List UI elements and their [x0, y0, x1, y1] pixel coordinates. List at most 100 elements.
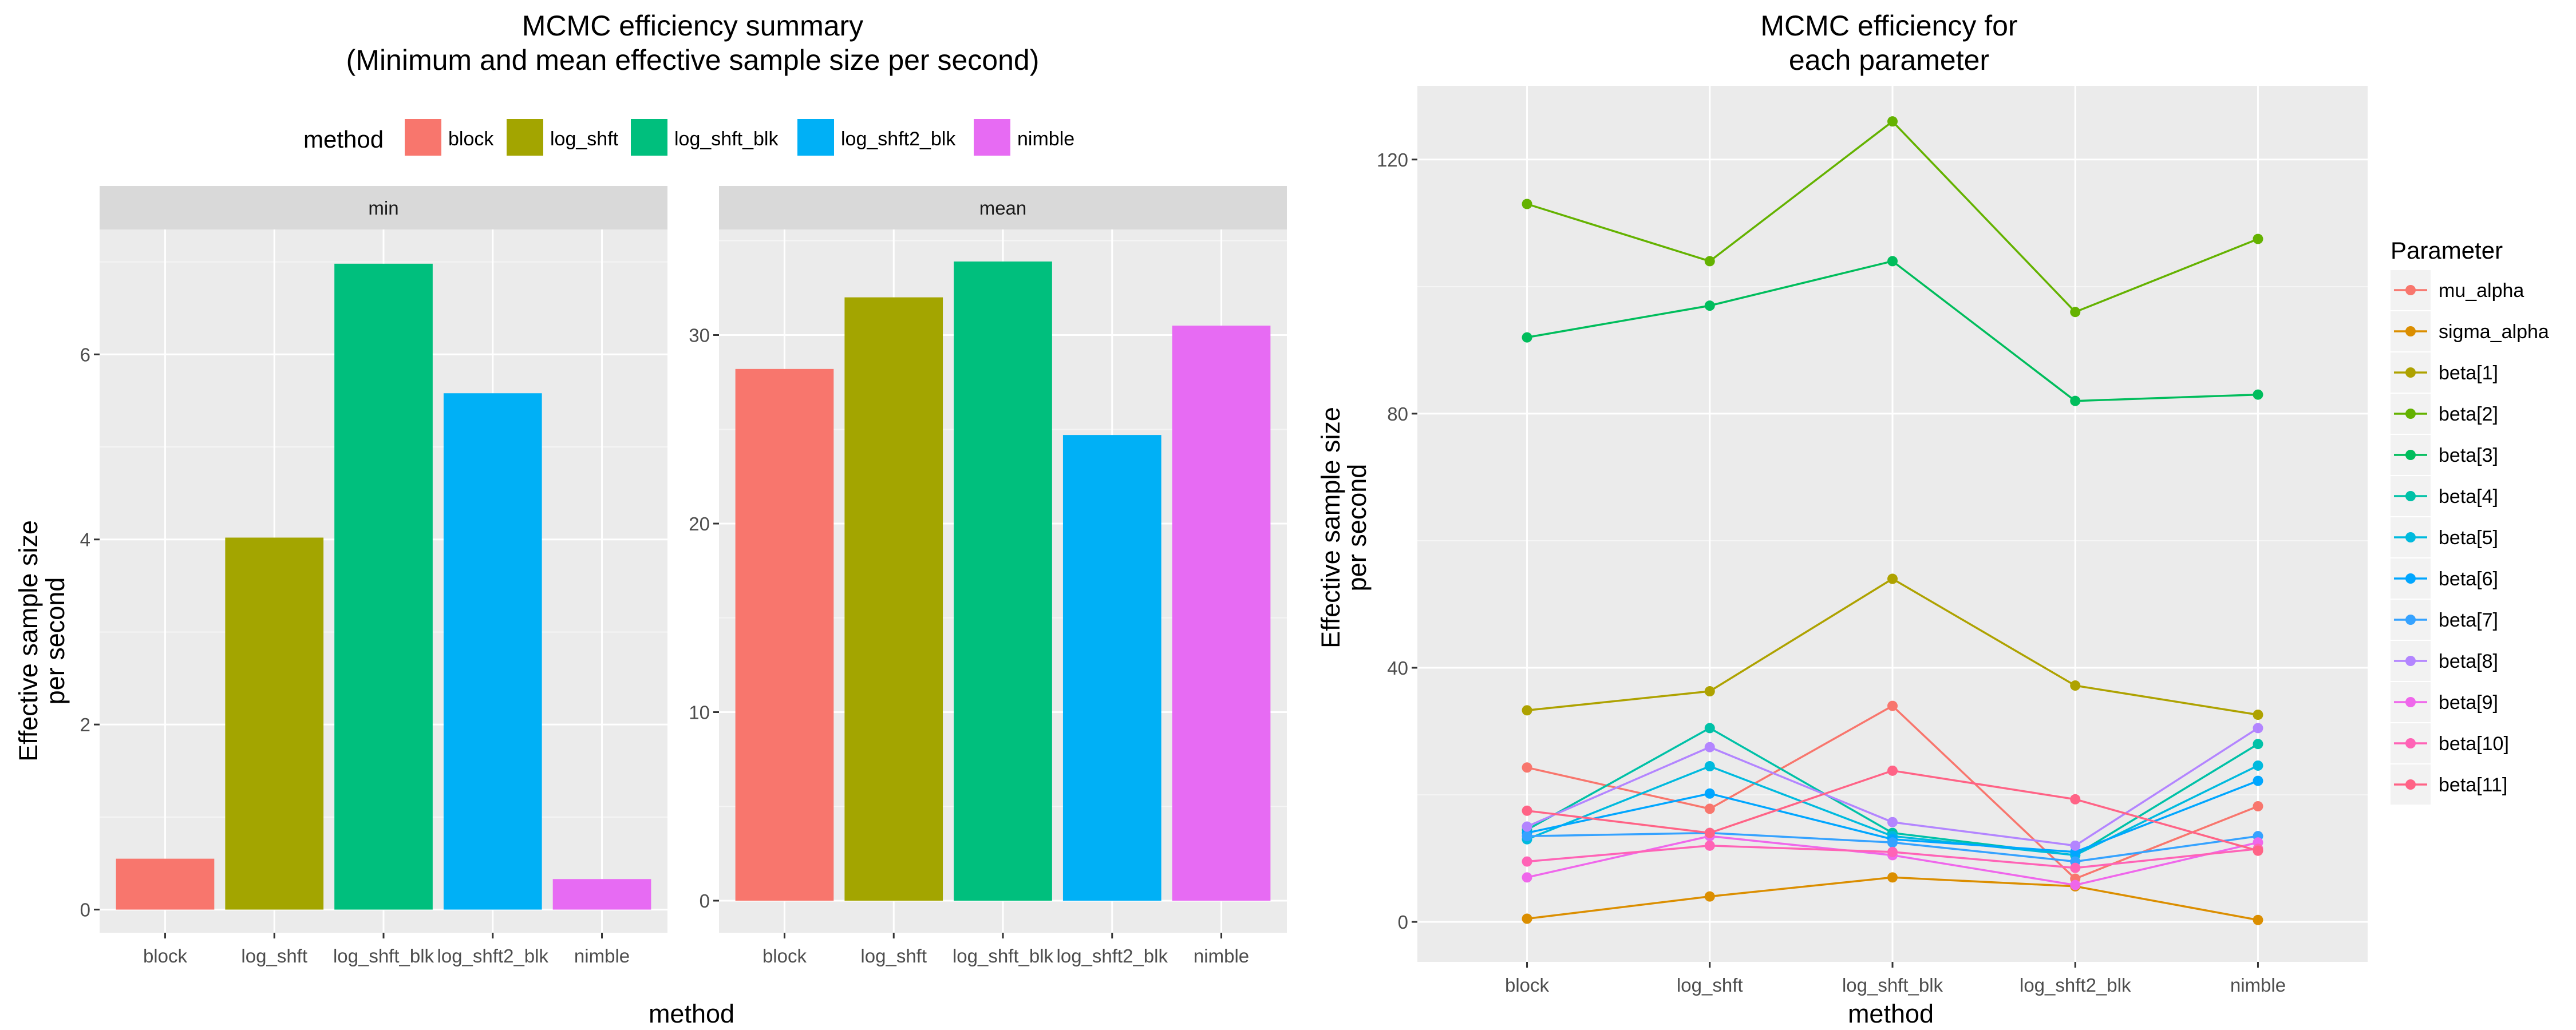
left-xlabel: method — [649, 999, 734, 1028]
point-beta-7-block — [1522, 831, 1532, 842]
point-beta-8-block — [1522, 821, 1532, 832]
point-beta-2-log-shft2-blk — [2070, 307, 2081, 318]
method-legend-title: method — [303, 126, 384, 153]
point-beta-8-log-shft — [1704, 742, 1715, 752]
point-beta-8-nimble — [2253, 723, 2263, 734]
bar-mean-nimble — [1172, 326, 1271, 901]
facet-strip-label-min: min — [368, 197, 398, 219]
x-tick-label-log-shft-blk: log_shft_blk — [333, 945, 434, 966]
legend-label-log-shft-blk: log_shft_blk — [674, 128, 779, 150]
y-tick-label: 6 — [80, 344, 90, 365]
point-sigma-alpha-block — [1522, 913, 1532, 924]
legend-key-point-beta-9 — [2405, 697, 2416, 707]
legend-label-log-shft: log_shft — [550, 128, 619, 150]
y-tick-label: 0 — [700, 890, 710, 912]
legend-key-point-beta-4 — [2405, 491, 2416, 501]
point-sigma-alpha-log-shft-blk — [1887, 872, 1898, 883]
point-mu-alpha-log-shft-blk — [1887, 700, 1898, 711]
point-beta-10-log-shft-blk — [1887, 846, 1898, 857]
x-tick-label-log-shft: log_shft — [1677, 974, 1743, 996]
point-mu-alpha-log-shft — [1704, 803, 1715, 814]
legend-key-nimble — [974, 119, 1010, 156]
bar-mean-log-shft-blk — [954, 262, 1052, 901]
facet-strip-label-mean: mean — [979, 197, 1027, 219]
point-beta-10-log-shft2-blk — [2070, 862, 2081, 873]
y-tick-label: 20 — [689, 513, 710, 534]
legend-key-point-beta-6 — [2405, 573, 2416, 584]
legend-key-point-beta-10 — [2405, 738, 2416, 748]
point-beta-8-log-shft-blk — [1887, 817, 1898, 827]
left-ylabel-line1: Effective sample size — [14, 520, 43, 762]
point-beta-9-log-shft2-blk — [2070, 880, 2081, 890]
y-tick-label: 0 — [80, 900, 90, 921]
line-panel: 0 40 80 120 block log_shft log_shft_blk log_shf… — [1377, 86, 2368, 996]
x-tick-label-block: block — [1505, 974, 1550, 996]
point-beta-11-log-shft2-blk — [2070, 794, 2081, 805]
point-beta-3-log-shft — [1704, 300, 1715, 311]
point-beta-1-log-shft2-blk — [2070, 680, 2081, 691]
legend-key-point-beta-8 — [2405, 656, 2416, 666]
legend-key-point-beta-7 — [2405, 615, 2416, 625]
bar-min-block — [116, 858, 215, 910]
point-beta-6-nimble — [2253, 775, 2263, 786]
legend-label-mu-alpha: mu_alpha — [2439, 280, 2524, 302]
point-beta-5-log-shft — [1704, 761, 1715, 772]
x-tick-label-log-shft2-blk: log_shft2_blk — [1057, 945, 1168, 966]
left-ylabel-line2: per second — [41, 577, 70, 705]
point-beta-7-log-shft-blk — [1887, 837, 1898, 848]
x-tick-label-nimble: nimble — [2230, 974, 2286, 996]
legend-key-log-shft-blk — [631, 119, 667, 156]
bar-mean-log-shft — [844, 297, 943, 901]
legend-label-beta-5: beta[5] — [2439, 527, 2498, 549]
bar-min-nimble — [552, 879, 651, 910]
legend-key-point-mu-alpha — [2405, 285, 2416, 295]
point-beta-2-log-shft — [1704, 256, 1715, 267]
legend-label-beta-10: beta[10] — [2439, 733, 2509, 755]
point-beta-5-nimble — [2253, 760, 2263, 771]
legend-label-beta-1: beta[1] — [2439, 362, 2498, 384]
x-tick-label-block: block — [143, 945, 188, 966]
point-beta-3-nimble — [2253, 389, 2263, 400]
x-tick-label-log-shft2-blk: log_shft2_blk — [2020, 974, 2131, 996]
point-beta-1-block — [1522, 705, 1532, 716]
x-tick-label-nimble: nimble — [1194, 945, 1249, 966]
legend-label-nimble: nimble — [1017, 128, 1074, 150]
right-title-line1: MCMC efficiency for — [1760, 10, 2017, 42]
right-title-line2: each parameter — [1789, 44, 1989, 76]
x-tick-label-log-shft: log_shft — [241, 945, 307, 966]
legend-label-beta-6: beta[6] — [2439, 568, 2498, 590]
right-ylabel-line1: Effective sample size — [1316, 407, 1345, 648]
point-beta-8-log-shft2-blk — [2070, 840, 2081, 851]
x-tick-label-block: block — [762, 945, 807, 966]
y-tick-label: 2 — [80, 714, 90, 735]
point-sigma-alpha-nimble — [2253, 914, 2263, 925]
bar-mean-block — [735, 369, 834, 901]
x-tick-label-log-shft-blk: log_shft_blk — [1842, 974, 1943, 996]
point-beta-11-block — [1522, 805, 1532, 816]
legend-key-point-beta-2 — [2405, 409, 2416, 419]
legend-key-point-beta-5 — [2405, 532, 2416, 542]
method-legend: method block log_shft log_shft_blk log_shft… — [303, 119, 1074, 156]
legend-key-point-beta-11 — [2405, 779, 2416, 790]
point-beta-3-block — [1522, 332, 1532, 343]
x-tick-label-nimble: nimble — [574, 945, 630, 966]
point-beta-2-block — [1522, 199, 1532, 209]
left-title-line2: (Minimum and mean effective sample size … — [346, 44, 1040, 76]
point-beta-4-log-shft — [1704, 723, 1715, 734]
bar-min-log-shft-blk — [334, 263, 433, 910]
point-beta-1-log-shft-blk — [1887, 573, 1898, 584]
point-beta-11-log-shft-blk — [1887, 765, 1898, 776]
legend-key-point-beta-3 — [2405, 450, 2416, 460]
point-beta-1-log-shft — [1704, 686, 1715, 697]
facet-panel-mean: mean 0 10 20 30 block log_shft log_shft_blk log_… — [689, 186, 1287, 966]
legend-label-beta-9: beta[9] — [2439, 692, 2498, 714]
legend-key-log-shft — [507, 119, 543, 156]
facet-strip-min — [100, 186, 667, 229]
legend-label-beta-7: beta[7] — [2439, 609, 2498, 631]
y-tick-label: 120 — [1377, 149, 1408, 171]
point-beta-4-nimble — [2253, 739, 2263, 750]
y-tick-label: 80 — [1387, 403, 1408, 425]
legend-label-beta-3: beta[3] — [2439, 445, 2498, 466]
legend-label-beta-4: beta[4] — [2439, 486, 2498, 508]
